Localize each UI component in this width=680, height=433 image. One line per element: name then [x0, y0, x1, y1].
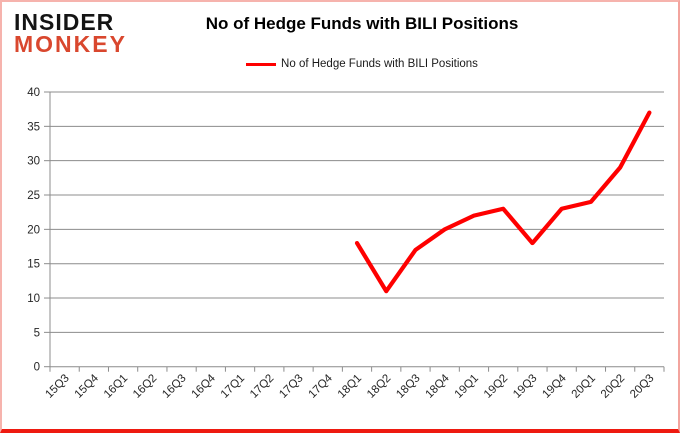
svg-text:20Q2: 20Q2 [599, 372, 627, 400]
legend-label: No of Hedge Funds with BILI Positions [281, 58, 478, 70]
svg-text:17Q4: 17Q4 [306, 372, 335, 401]
svg-text:16Q1: 16Q1 [102, 372, 130, 400]
svg-text:20: 20 [27, 224, 40, 236]
logo-text-insider: INSIDER [14, 9, 115, 35]
svg-text:15: 15 [27, 259, 40, 271]
svg-text:30: 30 [27, 156, 40, 168]
logo-text-monkey: MONKEY [14, 30, 127, 57]
legend-line-swatch-icon [246, 62, 277, 66]
svg-text:15Q3: 15Q3 [43, 372, 71, 400]
svg-text:18Q3: 18Q3 [394, 372, 422, 400]
svg-text:18Q4: 18Q4 [423, 372, 452, 401]
svg-text:18Q2: 18Q2 [365, 372, 393, 400]
svg-text:19Q2: 19Q2 [482, 372, 510, 400]
svg-text:17Q3: 17Q3 [277, 372, 305, 400]
svg-text:40: 40 [27, 87, 40, 99]
chart-title: No of Hedge Funds with BILI Positions [205, 14, 519, 33]
insider-monkey-logo: INSIDER MONKEY [14, 9, 127, 57]
svg-text:0: 0 [34, 362, 40, 374]
svg-text:17Q2: 17Q2 [248, 372, 276, 400]
svg-text:10: 10 [27, 293, 40, 305]
svg-text:15Q4: 15Q4 [73, 372, 102, 401]
svg-text:35: 35 [27, 121, 40, 133]
svg-text:5: 5 [34, 327, 40, 339]
svg-text:20Q1: 20Q1 [570, 372, 598, 400]
svg-text:17Q1: 17Q1 [219, 372, 247, 400]
svg-text:16Q4: 16Q4 [190, 372, 219, 401]
svg-text:19Q4: 19Q4 [540, 372, 569, 401]
svg-text:16Q2: 16Q2 [131, 372, 159, 400]
svg-text:18Q1: 18Q1 [336, 372, 364, 400]
svg-text:20Q3: 20Q3 [628, 372, 656, 400]
chart-legend: No of Hedge Funds with BILI Positions [142, 58, 582, 70]
svg-text:16Q3: 16Q3 [160, 372, 188, 400]
svg-text:19Q1: 19Q1 [453, 372, 481, 400]
svg-text:19Q3: 19Q3 [511, 372, 539, 400]
svg-text:25: 25 [27, 190, 40, 202]
